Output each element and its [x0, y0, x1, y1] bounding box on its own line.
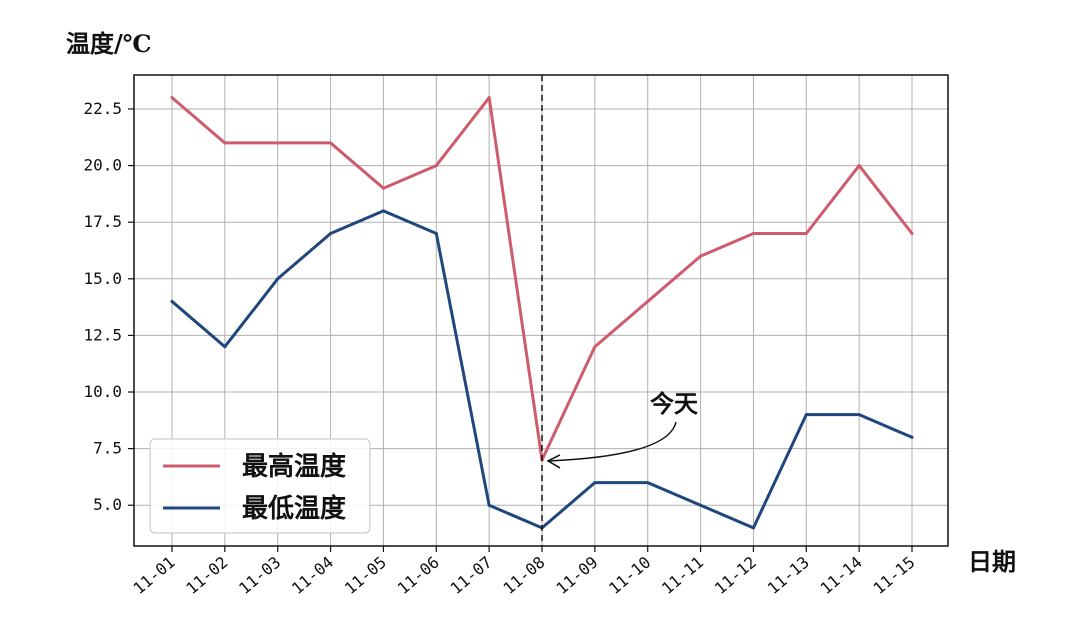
y-tick-label: 15.0 — [83, 269, 122, 288]
data-point-low — [170, 299, 174, 303]
x-axis-title: 日期 — [968, 547, 1016, 576]
x-tick-label: 11-08 — [499, 553, 548, 599]
x-tick-label: 11-01 — [129, 553, 178, 599]
y-tick-label: 10.0 — [83, 382, 122, 401]
y-tick-label: 5.0 — [93, 495, 122, 514]
annotation-label: 今天 — [650, 389, 698, 418]
data-point-low — [276, 277, 280, 281]
data-point-low — [804, 413, 808, 417]
y-tick-label: 7.5 — [93, 439, 122, 458]
data-point-high — [329, 141, 333, 145]
data-point-high — [646, 299, 650, 303]
grid — [134, 75, 948, 546]
y-tick-label: 22.5 — [83, 99, 122, 118]
x-axis: 11-01 11-02 11-03 11-04 11-05 11-06 11-07 11-08… — [129, 546, 919, 599]
annotation-arrowhead — [546, 454, 561, 469]
data-point-low — [699, 503, 703, 507]
data-point-low — [329, 232, 333, 236]
data-point-high — [857, 164, 861, 168]
x-tick-label: 11-14 — [817, 553, 866, 599]
data-point-high — [804, 232, 808, 236]
x-tick-label: 11-09 — [552, 553, 601, 599]
data-point-low — [857, 413, 861, 417]
x-tick-label: 11-12 — [711, 553, 760, 599]
annotation-arrow — [547, 421, 677, 462]
x-tick-label: 11-07 — [447, 553, 496, 599]
data-point-high — [910, 232, 914, 236]
x-tick-label: 11-10 — [605, 553, 654, 599]
legend: 最高温度 最低温度 — [149, 438, 371, 534]
y-tick-label: 12.5 — [83, 325, 122, 344]
x-tick-label: 11-06 — [394, 553, 443, 599]
data-point-low — [593, 481, 597, 485]
x-tick-label: 11-02 — [182, 553, 231, 599]
data-point-high — [593, 345, 597, 349]
y-axis: 5.0 7.5 10.0 12.5 15.0 17.5 20.0 22.5 — [83, 99, 134, 514]
data-point-high — [276, 141, 280, 145]
y-tick-label: 17.5 — [83, 212, 122, 231]
x-tick-label: 11-05 — [341, 553, 390, 599]
data-point-high — [487, 96, 491, 100]
data-point-low — [910, 435, 914, 439]
x-tick-label: 11-11 — [658, 553, 707, 599]
today-annotation: 今天 — [546, 389, 698, 469]
data-point-low — [646, 481, 650, 485]
data-point-high — [434, 164, 438, 168]
x-tick-label: 11-13 — [764, 553, 813, 599]
data-point-high — [223, 141, 227, 145]
data-point-low — [434, 232, 438, 236]
y-tick-label: 20.0 — [83, 156, 122, 175]
x-tick-label: 11-15 — [869, 553, 918, 599]
data-point-high — [381, 186, 385, 190]
data-point-high — [170, 96, 174, 100]
data-point-low — [381, 209, 385, 213]
data-point-low — [487, 503, 491, 507]
x-tick-label: 11-03 — [235, 553, 284, 599]
data-point-low — [751, 526, 755, 530]
y-axis-title: 温度/℃ — [66, 29, 152, 58]
plot-frame — [133, 74, 949, 547]
x-tick-label: 11-04 — [288, 553, 337, 599]
data-point-high — [751, 232, 755, 236]
legend-label-low: 最低温度 — [242, 493, 346, 524]
legend-label-high: 最高温度 — [242, 451, 346, 482]
data-point-low — [223, 345, 227, 349]
data-point-high — [699, 254, 703, 258]
